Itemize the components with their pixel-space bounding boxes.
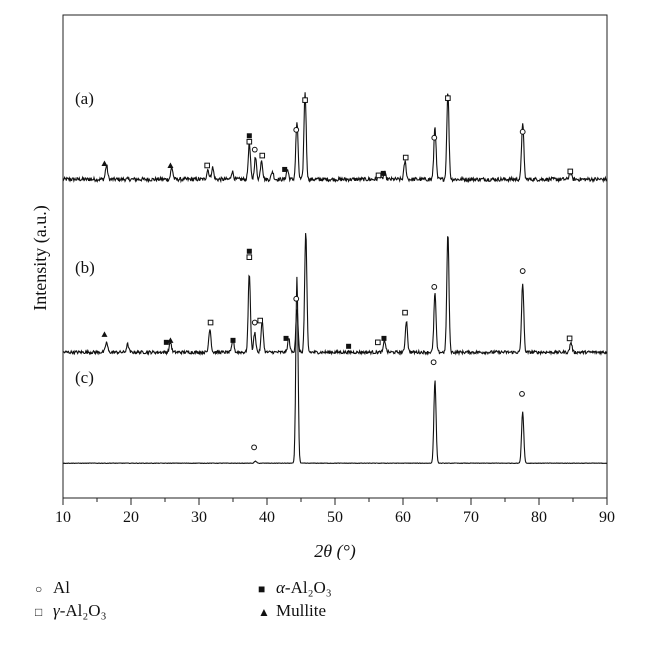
legend-prefix: α- <box>276 578 291 597</box>
gamma-alumina-marker <box>402 154 409 161</box>
triangle-marker-icon: ▲ <box>258 605 270 619</box>
al-marker <box>430 359 437 366</box>
gamma-alumina-marker <box>566 335 573 342</box>
x-tick-label: 60 <box>395 509 411 526</box>
alpha-alumina-marker <box>246 248 252 254</box>
x-tick-label: 30 <box>191 509 207 526</box>
mullite-marker <box>167 162 174 168</box>
al-marker <box>251 146 258 153</box>
al-marker <box>519 128 526 135</box>
al-marker <box>293 126 300 133</box>
gamma-alumina-marker <box>402 309 408 316</box>
gamma-alumina-marker <box>302 97 308 103</box>
y-axis-title: Intensity (a.u.) <box>30 205 51 310</box>
gamma-alumina-marker <box>204 162 210 169</box>
legend-label: Al₂O₃ <box>290 578 332 597</box>
xrd-trace-1 <box>62 92 608 184</box>
al-marker <box>431 134 438 141</box>
trace-label: (c) <box>75 368 94 387</box>
al-marker <box>519 268 526 274</box>
alpha-alumina-marker <box>246 133 252 139</box>
legend-label: Al₂O₃ <box>65 601 107 620</box>
phase-markers <box>101 95 574 451</box>
x-tick-label: 70 <box>463 509 479 526</box>
trace-label: (b) <box>75 258 95 277</box>
alpha-alumina-marker <box>380 170 386 176</box>
circle-marker-icon: ○ <box>35 582 43 596</box>
legend-label: Mullite <box>276 601 327 620</box>
al-marker <box>251 319 258 326</box>
filled-square-marker-icon: ■ <box>258 582 266 596</box>
legend-label: Al <box>53 578 70 597</box>
legend: ○ Al □ γ-Al₂O₃ <box>35 578 107 622</box>
mullite-marker <box>101 160 108 166</box>
alpha-alumina-marker <box>283 335 289 341</box>
al-marker <box>251 444 257 451</box>
legend-item-alpha-alumina: ■ α-Al₂O₃ <box>258 578 332 599</box>
gamma-alumina-marker <box>246 254 253 260</box>
alpha-alumina-marker <box>282 166 288 172</box>
x-tick-label: 80 <box>531 509 547 526</box>
xrd-trace-3 <box>62 276 607 465</box>
mullite-marker <box>101 331 108 337</box>
al-marker <box>293 295 300 302</box>
legend-item-al: ○ Al <box>35 578 107 599</box>
xrd-chart: 10 20 30 40 50 60 70 80 90 (a) (b) (c) 2θ (°) Inte… <box>30 14 615 560</box>
plot-frame <box>62 14 608 499</box>
alpha-alumina-marker <box>163 339 169 345</box>
xrd-traces <box>62 92 608 465</box>
xrd-trace-2 <box>62 233 608 356</box>
x-tick-label: 40 <box>259 509 275 526</box>
gamma-alumina-marker <box>246 138 253 145</box>
legend-item-mullite: ▲ Mullite <box>258 601 332 622</box>
gamma-alumina-marker <box>375 339 381 346</box>
open-square-marker-icon: □ <box>35 605 43 619</box>
gamma-alumina-marker <box>259 152 266 159</box>
x-tick-label: 50 <box>327 509 343 526</box>
x-axis-ticks: 10 20 30 40 50 60 70 80 90 <box>55 498 615 526</box>
x-tick-label: 10 <box>55 509 71 526</box>
trace-label: (a) <box>75 89 94 108</box>
legend-column-2: ■ α-Al₂O₃ ▲ Mullite <box>258 578 332 622</box>
al-marker <box>431 284 438 290</box>
gamma-alumina-marker <box>445 95 451 101</box>
x-axis-title: 2θ (°) <box>314 541 356 560</box>
legend-prefix: γ- <box>53 601 66 620</box>
x-tick-label: 90 <box>599 509 615 526</box>
gamma-alumina-marker <box>375 172 382 179</box>
gamma-alumina-marker <box>257 317 263 324</box>
al-marker <box>519 391 525 397</box>
alpha-alumina-marker <box>230 337 236 343</box>
alpha-alumina-marker <box>346 343 352 349</box>
mullite-marker <box>167 337 174 343</box>
gamma-alumina-marker <box>207 319 214 326</box>
x-tick-label: 20 <box>123 509 139 526</box>
trace-labels: (a) (b) (c) <box>75 89 95 387</box>
gamma-alumina-marker <box>567 168 574 175</box>
legend-item-gamma-alumina: □ γ-Al₂O₃ <box>35 601 107 622</box>
alpha-alumina-marker <box>381 335 387 341</box>
